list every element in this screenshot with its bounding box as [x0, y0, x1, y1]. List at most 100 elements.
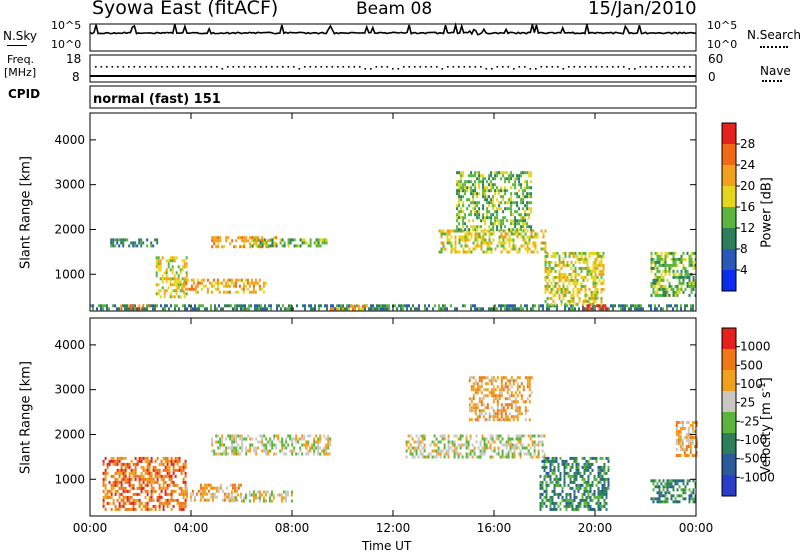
echo-cell [456, 213, 459, 217]
echo-cell [169, 259, 172, 263]
echo-cell [678, 260, 681, 264]
freq-dot [337, 66, 339, 68]
echo-cell [122, 474, 125, 478]
echo-cell [526, 235, 529, 239]
echo-cell [684, 275, 687, 279]
echo-cell [496, 244, 499, 248]
y-tick-label: 4000 [54, 338, 85, 352]
echo-cell [603, 477, 606, 481]
echo-cell [261, 244, 264, 248]
echo-cell [431, 455, 434, 459]
echo-cell [181, 268, 184, 272]
echo-cell [506, 418, 509, 422]
echo-cell [245, 449, 248, 453]
echo-cell [234, 284, 237, 288]
echo-cell [630, 307, 632, 311]
echo-cell [267, 449, 270, 453]
echo-cell [500, 412, 503, 416]
echo-cell [440, 235, 443, 239]
echo-cell [662, 278, 665, 282]
echo-cell [459, 446, 462, 450]
echo-cell [273, 437, 276, 441]
echo-cell [549, 480, 552, 484]
echo-cell [474, 403, 477, 407]
echo-cell [666, 254, 669, 258]
echo-cell [223, 495, 226, 499]
echo-cell [163, 271, 166, 275]
echo-cell [120, 304, 123, 308]
echo-cell [514, 201, 517, 205]
freq-dot [205, 66, 207, 68]
echo-cell [586, 257, 589, 261]
freq-dot [331, 66, 334, 68]
echo-cell [541, 480, 544, 484]
echo-cell [482, 376, 485, 380]
echo-cell [505, 452, 508, 456]
echo-cell [221, 434, 224, 438]
echo-cell [215, 486, 218, 490]
echo-cell [231, 446, 234, 450]
echo-cell [478, 412, 481, 416]
echo-cell [462, 216, 465, 220]
echo-cell [474, 391, 477, 395]
echo-cell [108, 489, 111, 493]
echo-cell [602, 278, 605, 282]
echo-cell [498, 397, 501, 401]
echo-cell [112, 244, 115, 248]
echo-cell [548, 284, 551, 288]
echo-cell [462, 304, 464, 308]
echo-cell [601, 474, 604, 478]
echo-cell [564, 307, 566, 311]
echo-cell [560, 299, 563, 303]
echo-cell [550, 302, 553, 306]
echo-cell [118, 468, 121, 472]
echo-cell [140, 474, 143, 478]
echo-cell [144, 507, 147, 511]
x-tick-label: 08:00 [275, 521, 310, 535]
echo-cell [605, 471, 608, 475]
echo-cell [468, 406, 471, 410]
echo-cell [483, 446, 486, 450]
echo-cell [142, 241, 145, 245]
echo-cell [601, 456, 604, 460]
echo-cell [446, 238, 449, 242]
echo-cell [231, 437, 234, 441]
echo-cell [437, 449, 440, 453]
echo-cell [508, 250, 511, 254]
echo-cell [118, 480, 121, 484]
freq-dot [502, 66, 504, 68]
echo-cell [516, 385, 519, 389]
echo-cell [136, 459, 139, 463]
echo-cell [468, 379, 471, 383]
echo-cell [140, 489, 143, 493]
echo-cell [498, 391, 501, 395]
echo-cell [566, 299, 569, 303]
echo-cell [264, 490, 267, 494]
echo-cell [520, 183, 523, 187]
echo-cell [498, 388, 501, 392]
echo-cell [168, 501, 171, 505]
echo-cell [650, 269, 653, 273]
echo-cell [581, 465, 584, 469]
echo-cell [600, 307, 603, 311]
echo-cell [275, 446, 278, 450]
echo-cell [223, 443, 226, 447]
echo-cell [687, 454, 690, 457]
echo-cell [592, 278, 595, 282]
echo-cell [225, 239, 228, 243]
echo-cell [580, 275, 583, 279]
echo-cell [290, 499, 293, 503]
freq-dot [111, 66, 114, 68]
echo-cell [157, 268, 160, 272]
echo-cell [496, 307, 498, 311]
echo-cell [538, 304, 540, 308]
echo-cell [495, 434, 498, 438]
echo-cell [486, 382, 489, 386]
echo-cell [573, 474, 576, 478]
echo-cell [522, 207, 525, 211]
echo-cell [560, 260, 563, 264]
echo-cell [511, 437, 514, 441]
echo-cell [184, 471, 187, 475]
echo-cell [472, 406, 475, 410]
echo-cell [508, 174, 511, 178]
